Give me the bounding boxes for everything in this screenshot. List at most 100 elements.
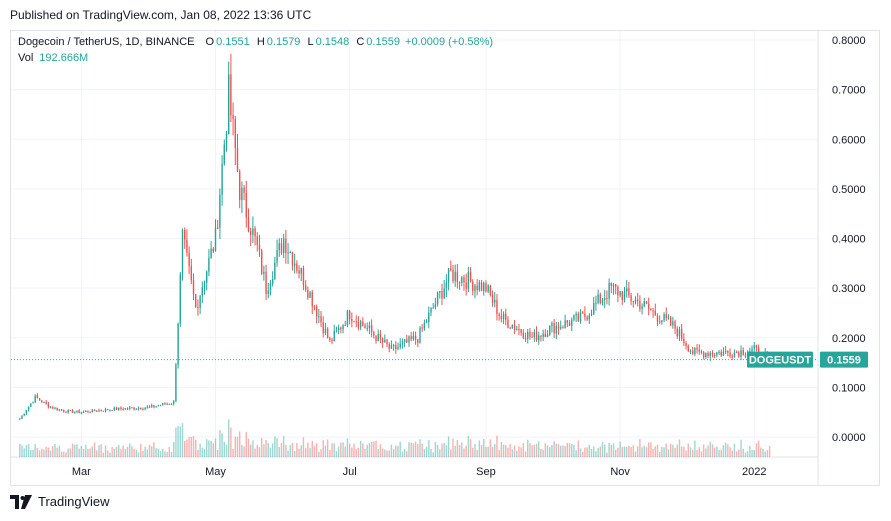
candle-body (527, 331, 529, 339)
volume-bar (432, 452, 434, 457)
candle-body (120, 407, 122, 409)
volume-bar (131, 446, 133, 457)
candle-body (672, 321, 674, 326)
volume-bar (632, 445, 634, 457)
candle-body (447, 268, 450, 283)
candle-body (553, 323, 555, 334)
volume-bar (25, 445, 28, 457)
candle-body (109, 409, 111, 411)
volume-bar (271, 443, 274, 457)
candle-body (599, 294, 602, 304)
candle-body (450, 268, 452, 271)
chart-frame[interactable] (10, 30, 880, 486)
volume-bar (586, 447, 588, 457)
volume-bar (643, 445, 645, 457)
candle-body (557, 325, 560, 329)
candle-body (309, 292, 311, 298)
candle-body (507, 319, 509, 328)
volume-bar (124, 449, 127, 457)
volume-bar (96, 450, 98, 457)
candle-body (694, 347, 696, 355)
volume-bar (155, 448, 157, 457)
volume-bar (256, 445, 258, 457)
candle-body (30, 403, 32, 407)
candle-body (419, 327, 421, 343)
candle-body (711, 352, 714, 355)
volume-bar (32, 449, 34, 457)
candle-body (674, 321, 676, 329)
candle-body (520, 329, 522, 333)
candle-body (89, 412, 91, 414)
volume-bar (102, 452, 105, 457)
volume-bar (69, 448, 72, 457)
volume-bar (203, 449, 206, 457)
volume-bar (100, 444, 102, 457)
volume-bar (661, 446, 663, 457)
tradingview-logo-icon[interactable] (10, 494, 32, 509)
volume-bar (236, 436, 239, 457)
volume-bar (722, 445, 725, 457)
volume-legend: Vol 192.666M (18, 52, 88, 64)
candle-body (478, 282, 481, 291)
volume-bar (364, 448, 366, 457)
candle-body (21, 415, 23, 419)
candle-body (500, 315, 503, 320)
candle-body (630, 295, 632, 302)
volume-bar (595, 451, 597, 457)
legend-symbol: Dogecoin / TetherUS, 1D, BINANCE (18, 36, 195, 48)
volume-bar (162, 449, 164, 457)
candle-body (403, 339, 406, 342)
candle-body (192, 280, 195, 295)
time-tick-label: Mar (72, 466, 91, 478)
candle-body (168, 403, 171, 405)
volume-bar (452, 438, 454, 457)
candle-body (159, 405, 162, 407)
legend-high: 0.1579 (266, 36, 301, 48)
candle-body (623, 291, 626, 301)
volume-bar (597, 448, 599, 457)
volume-bar (135, 449, 138, 457)
candle-body (60, 409, 63, 411)
volume-bar (568, 443, 571, 457)
volume-bar (469, 439, 472, 457)
volume-bar (483, 438, 485, 457)
volume-bar (111, 446, 113, 457)
volume-bar (485, 446, 487, 457)
volume-bar (573, 444, 575, 457)
volume-bar (542, 449, 544, 457)
candle-body (606, 298, 608, 300)
candle-body (729, 352, 731, 357)
volume-bar (21, 445, 23, 457)
volume-bar (656, 444, 659, 457)
candle-body (164, 403, 166, 405)
candle-body (584, 313, 586, 317)
volume-bar (38, 450, 41, 457)
volume-bar (571, 443, 573, 457)
volume-bar (753, 450, 755, 457)
volume-bar (579, 448, 582, 457)
volume-bar (263, 444, 265, 457)
volume-bar (63, 451, 65, 457)
candle-body (287, 252, 289, 254)
candle-body (502, 313, 505, 320)
volume-bar (159, 451, 162, 457)
volume-bar (650, 442, 652, 457)
candle-body (722, 351, 725, 356)
candle-body (133, 407, 135, 410)
volume-bar (612, 443, 615, 457)
volume-bar (252, 440, 254, 457)
volume-bar (760, 447, 762, 457)
volume-bar (614, 449, 617, 457)
candle-body (542, 333, 544, 337)
candle-body (144, 407, 146, 410)
candle-body (184, 229, 186, 240)
volume-bar (254, 448, 256, 457)
volume-bar (421, 443, 423, 457)
candle-body (546, 334, 549, 338)
candle-body (337, 327, 340, 331)
volume-bar (60, 451, 63, 457)
candle-body (96, 411, 98, 413)
candle-body (238, 171, 241, 201)
volume-bar (744, 452, 747, 457)
